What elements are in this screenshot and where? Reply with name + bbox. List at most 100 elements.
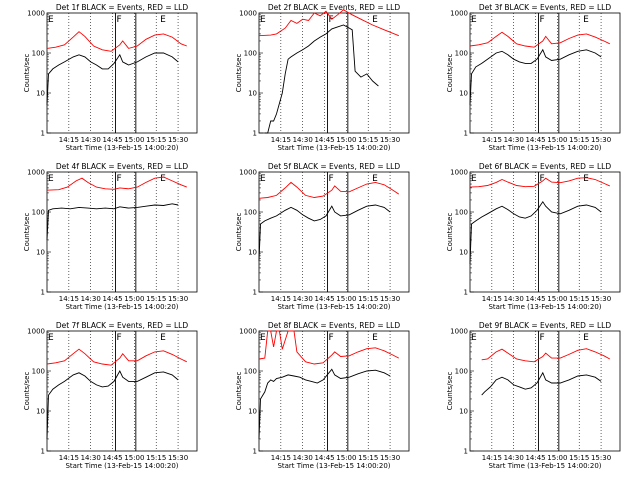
chart-title: Det 3f BLACK = Events, RED = LLD <box>479 3 612 12</box>
x-tick-label: 15:15 <box>569 136 589 144</box>
y-axis-label: Counts/sec <box>235 54 243 93</box>
x-tick-label: 14:30 <box>504 454 524 462</box>
interval-marker-label: E <box>48 174 54 184</box>
chart-panel: Det 3f BLACK = Events, RED = LLD 1 10 100 10… <box>446 3 621 152</box>
x-tick-label: 15:00 <box>124 136 144 144</box>
chart-title: Det 6f BLACK = Events, RED = LLD <box>479 162 612 171</box>
x-tick-label: 14:30 <box>293 295 313 303</box>
y-tick-label: 10 <box>36 90 45 98</box>
y-tick-label: 10 <box>248 408 257 416</box>
y-axis-label: Counts/sec <box>446 372 454 411</box>
x-tick-label: 15:15 <box>358 454 378 462</box>
interval-marker-label: E <box>471 174 477 184</box>
y-tick-label: 1000 <box>27 10 45 18</box>
x-tick-label: 14:45 <box>102 136 122 144</box>
y-tick-label: 1000 <box>27 169 45 177</box>
plot-frame <box>258 171 410 293</box>
y-axis-label: Counts/sec <box>23 372 31 411</box>
y-tick-label: 1000 <box>450 10 468 18</box>
y-tick-label: 100 <box>455 209 468 217</box>
y-tick-label: 100 <box>455 368 468 376</box>
chart-panel: Det 1f BLACK = Events, RED = LLD 1 10 100 10… <box>23 3 198 152</box>
series-line <box>46 370 179 440</box>
chart-title: Det 5f BLACK = Events, RED = LLD <box>268 162 401 171</box>
series-line <box>46 348 187 366</box>
y-tick-label: 1 <box>253 448 257 456</box>
chart-panel: Det 5f BLACK = Events, RED = LLD 1 10 100 10… <box>235 162 410 311</box>
y-tick-label: 1 <box>253 289 257 297</box>
interval-marker-label: F <box>539 174 544 184</box>
x-tick-label: 15:30 <box>168 454 188 462</box>
plot-frame <box>46 171 198 293</box>
plot-frame <box>46 12 198 134</box>
x-axis-label: Start Time (13-Feb-15 14:00:20) <box>277 144 390 152</box>
y-tick-label: 100 <box>455 50 468 58</box>
y-tick-label: 1000 <box>27 328 45 336</box>
chart-title: Det 1f BLACK = Events, RED = LLD <box>56 3 189 12</box>
interval-marker-label: E <box>160 333 166 343</box>
y-tick-label: 10 <box>248 90 257 98</box>
x-tick-label: 15:30 <box>591 136 611 144</box>
y-tick-label: 10 <box>459 90 468 98</box>
series-line <box>46 52 179 106</box>
interval-marker-label: E <box>583 174 589 184</box>
x-tick-label: 14:30 <box>81 454 101 462</box>
x-tick-label: 14:45 <box>102 454 122 462</box>
x-tick-label: 14:30 <box>81 136 101 144</box>
y-tick-label: 1000 <box>239 10 257 18</box>
series-line <box>258 9 399 37</box>
interval-marker-label: F <box>116 15 121 25</box>
x-tick-label: 15:30 <box>380 295 400 303</box>
chart-title: Det 9f BLACK = Events, RED = LLD <box>479 321 612 330</box>
y-tick-label: 100 <box>244 209 257 217</box>
plot-frame <box>258 12 410 134</box>
series-line <box>469 200 602 265</box>
x-tick-label: 15:15 <box>358 295 378 303</box>
y-tick-label: 1 <box>253 130 257 138</box>
chart-panel: Det 6f BLACK = Events, RED = LLD 1 10 100 10… <box>446 162 621 311</box>
x-tick-label: 15:15 <box>569 295 589 303</box>
x-axis-label: Start Time (13-Feb-15 14:00:20) <box>277 462 390 470</box>
y-axis-label: Counts/sec <box>446 213 454 252</box>
x-tick-label: 14:30 <box>504 136 524 144</box>
x-tick-label: 15:00 <box>336 136 356 144</box>
x-tick-label: 15:15 <box>146 454 166 462</box>
x-tick-label: 14:15 <box>271 136 291 144</box>
x-tick-label: 15:00 <box>336 295 356 303</box>
chart-panel: Det 2f BLACK = Events, RED = LLD 1 10 100 10… <box>235 3 410 152</box>
y-tick-label: 1000 <box>450 328 468 336</box>
interval-marker-label: E <box>160 174 166 184</box>
series-line <box>258 204 391 261</box>
x-axis-label: Start Time (13-Feb-15 14:00:20) <box>488 144 601 152</box>
x-tick-label: 15:00 <box>124 295 144 303</box>
plot-frame <box>469 12 621 134</box>
series-line <box>469 177 610 188</box>
x-tick-label: 15:30 <box>591 295 611 303</box>
x-tick-label: 15:15 <box>146 295 166 303</box>
y-tick-label: 1000 <box>239 169 257 177</box>
x-tick-label: 15:15 <box>569 454 589 462</box>
x-tick-label: 15:30 <box>380 136 400 144</box>
x-axis-label: Start Time (13-Feb-15 14:00:20) <box>488 462 601 470</box>
interval-marker-label: F <box>539 15 544 25</box>
x-tick-label: 15:00 <box>336 454 356 462</box>
x-tick-label: 14:30 <box>504 295 524 303</box>
y-tick-label: 100 <box>32 209 45 217</box>
interval-marker-label: E <box>471 15 477 25</box>
y-tick-label: 1 <box>464 448 468 456</box>
chart-panel: Det 7f BLACK = Events, RED = LLD 1 10 100 10… <box>23 321 198 470</box>
y-tick-label: 1 <box>41 448 45 456</box>
x-axis-label: Start Time (13-Feb-15 14:00:20) <box>277 303 390 311</box>
interval-marker-label: F <box>328 174 333 184</box>
y-tick-label: 100 <box>244 50 257 58</box>
y-tick-label: 1 <box>41 289 45 297</box>
x-tick-label: 15:00 <box>547 295 567 303</box>
x-tick-label: 15:30 <box>168 295 188 303</box>
x-tick-label: 14:45 <box>314 295 334 303</box>
y-axis-label: Counts/sec <box>235 372 243 411</box>
series-line <box>481 371 602 396</box>
interval-marker-label: E <box>372 174 378 184</box>
interval-marker-label: F <box>328 333 333 343</box>
chart-title: Det 2f BLACK = Events, RED = LLD <box>268 3 401 12</box>
x-tick-label: 14:15 <box>271 295 291 303</box>
